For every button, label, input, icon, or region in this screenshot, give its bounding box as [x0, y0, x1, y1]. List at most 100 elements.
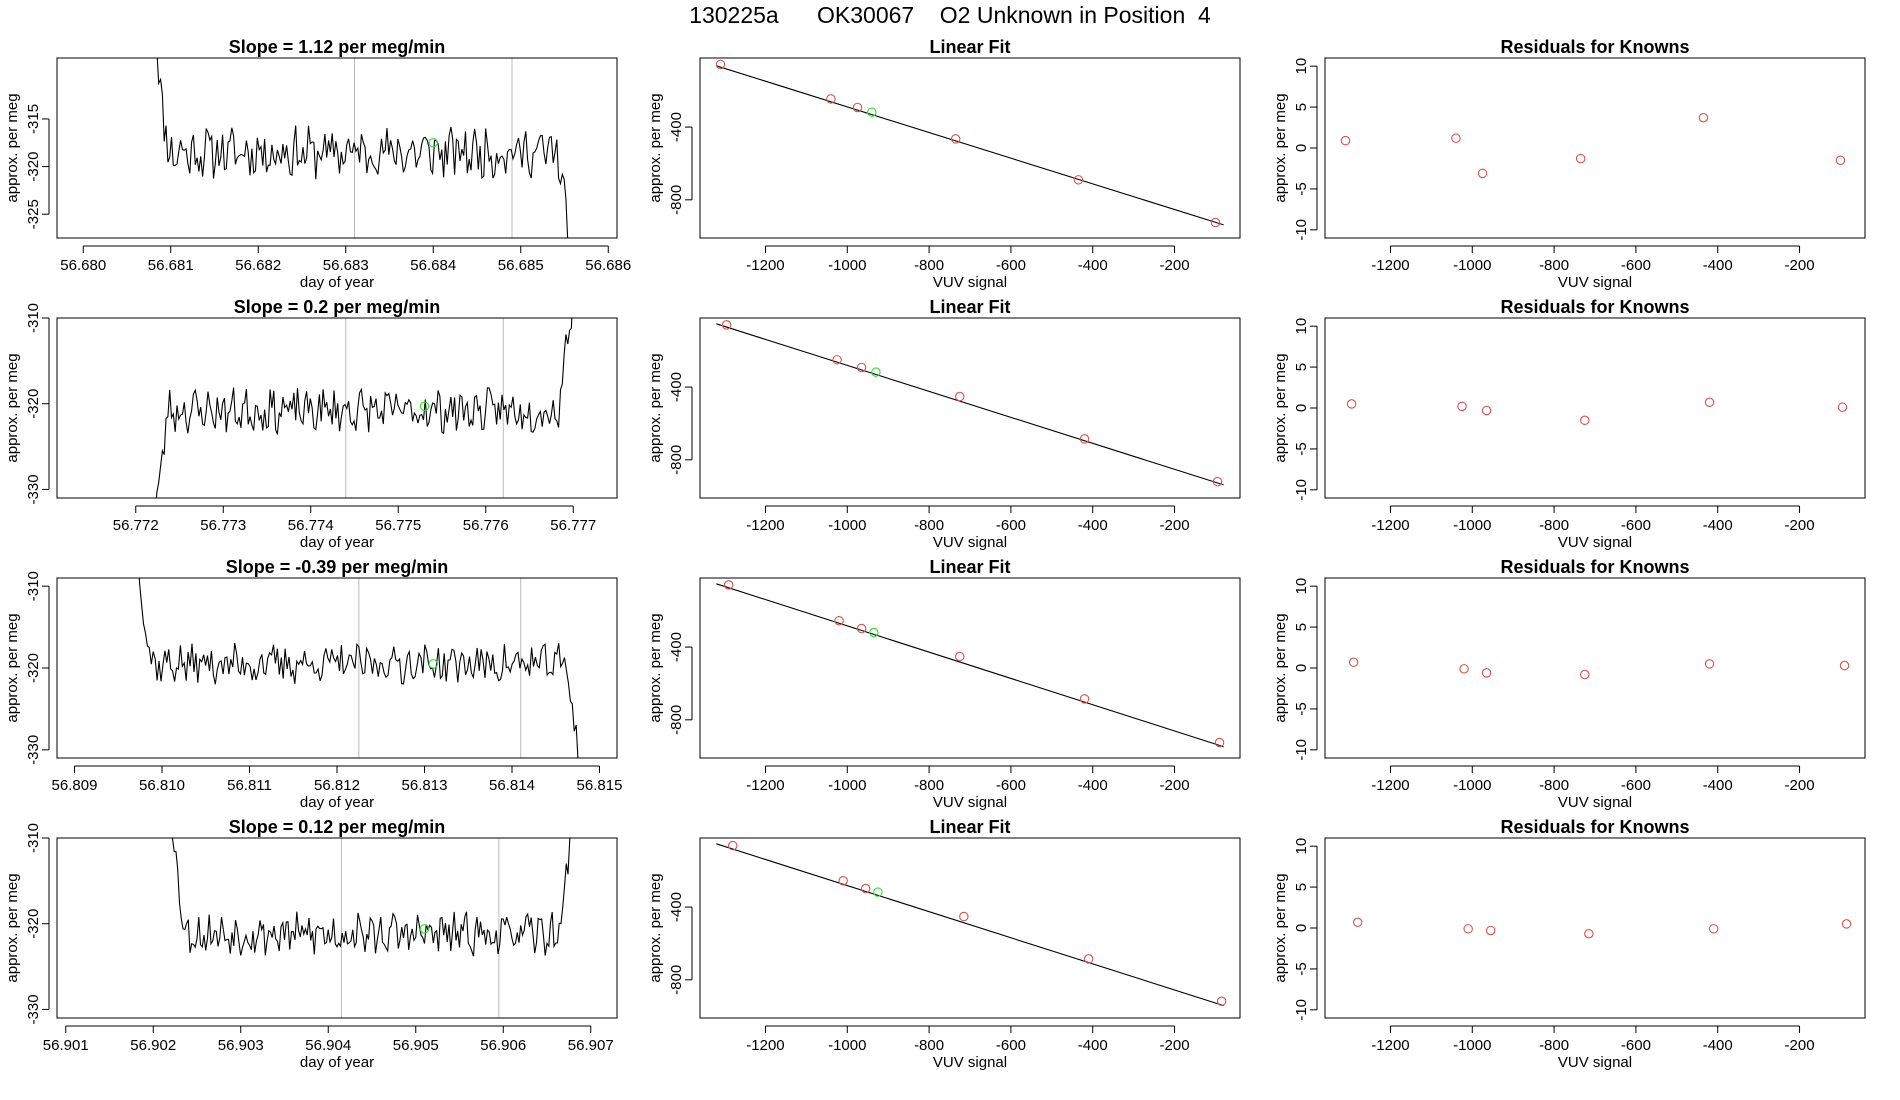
y-tick-label: -315 — [25, 104, 42, 134]
panel-title: Slope = 0.12 per meg/min — [229, 817, 446, 837]
panel-residuals-row-3: Residuals for Knowns -1200 -1000 -800 -600 -4… — [1272, 557, 1866, 811]
x-tick-label: -400 — [1078, 517, 1108, 534]
y-tick-label: -10 — [1293, 739, 1310, 761]
known-standard-point — [826, 94, 836, 104]
x-tick-label: 56.774 — [288, 517, 334, 534]
x-axis-label: VUV signal — [933, 534, 1007, 551]
residual-point — [1704, 659, 1715, 669]
residual-point — [1575, 153, 1586, 164]
timeseries-line — [171, 838, 571, 957]
residual-point — [1346, 399, 1357, 409]
plot-area — [716, 320, 1224, 487]
panel-timeseries-row-1: Slope = 1.12 per meg/min 56.680 56.681 56.6… — [4, 37, 631, 291]
residual-point — [1708, 924, 1719, 934]
x-tick-label: 56.813 — [402, 777, 448, 794]
x-tick-label: -1000 — [828, 257, 866, 274]
plot-area — [138, 578, 579, 758]
residual-point — [1451, 133, 1461, 143]
panel-fit-row-1: Linear Fit -1200 -1000 -800 -600 -400 -200 VUV … — [647, 37, 1241, 291]
x-axis-label: VUV signal — [1558, 274, 1632, 291]
known-standard-point — [1212, 476, 1223, 487]
y-tick-label: -5 — [1293, 702, 1310, 715]
y-tick-label: 0 — [1293, 144, 1310, 152]
known-standard-point — [1210, 217, 1221, 228]
plot-area — [156, 58, 569, 238]
plot-frame — [56, 577, 618, 759]
plot-frame — [699, 577, 1241, 759]
y-axis-label: approx. per meg — [4, 93, 21, 202]
x-tick-label: -400 — [1703, 257, 1733, 274]
x-tick-label: -1200 — [746, 517, 784, 534]
x-axis-label: day of year — [300, 534, 374, 551]
residual-point — [1477, 168, 1488, 179]
x-tick-label: -1000 — [828, 777, 866, 794]
x-tick-label: 56.683 — [323, 257, 369, 274]
x-tick-label: 56.906 — [480, 1037, 526, 1054]
unknown-sample-point — [867, 107, 877, 117]
panel-title: Residuals for Knowns — [1500, 297, 1689, 317]
x-tick-label: 56.907 — [568, 1037, 614, 1054]
y-axis-label: approx. per meg — [4, 613, 21, 722]
x-tick-label: -1200 — [746, 1037, 784, 1054]
x-tick-label: -600 — [996, 1037, 1026, 1054]
x-tick-label: 56.811 — [227, 777, 272, 794]
timeseries-line — [138, 578, 579, 758]
residual-point — [1704, 397, 1715, 408]
x-axis-label: VUV signal — [1558, 794, 1632, 811]
residual-point — [1352, 917, 1363, 928]
plot-frame — [699, 57, 1241, 239]
residual-point — [1837, 402, 1848, 412]
timeseries-line — [155, 318, 573, 498]
x-tick-label: 56.775 — [375, 517, 421, 534]
panel-timeseries-row-2: Slope = 0.2 per meg/min 56.772 56.773 56.77… — [4, 297, 618, 551]
x-axis-label: VUV signal — [933, 1054, 1007, 1071]
x-tick-label: -400 — [1703, 1037, 1733, 1054]
panel-title: Linear Fit — [929, 817, 1010, 837]
x-axis-label: day of year — [300, 794, 374, 811]
plot-area — [716, 580, 1225, 748]
residual-point — [1835, 155, 1846, 166]
x-axis-label: day of year — [300, 274, 374, 291]
y-tick-label: 0 — [1293, 664, 1310, 672]
x-axis-label: day of year — [300, 1054, 374, 1071]
x-tick-label: 56.815 — [577, 777, 623, 794]
x-tick-label: 56.901 — [43, 1037, 89, 1054]
x-tick-label: 56.680 — [60, 257, 106, 274]
plot-area — [171, 838, 571, 1018]
x-tick-label: -600 — [996, 257, 1026, 274]
x-tick-label: 56.814 — [489, 777, 535, 794]
panel-title: Residuals for Knowns — [1500, 817, 1689, 837]
linear-fit-line — [716, 843, 1224, 1007]
x-tick-label: -1000 — [1453, 257, 1491, 274]
unknown-sample-point — [869, 627, 879, 638]
y-axis-label: approx. per meg — [4, 873, 21, 982]
y-axis-label: approx. per meg — [1272, 353, 1289, 462]
residual-point — [1481, 668, 1492, 678]
x-tick-label: 56.685 — [498, 257, 544, 274]
x-tick-label: -200 — [1160, 777, 1190, 794]
linear-fit-line — [716, 583, 1224, 748]
y-tick-label: -320 — [25, 389, 42, 419]
residual-point — [1839, 660, 1850, 671]
unknown-sample-point — [428, 138, 438, 148]
x-tick-label: 56.905 — [393, 1037, 439, 1054]
y-tick-label: -800 — [668, 445, 685, 475]
x-tick-label: -1000 — [828, 517, 866, 534]
known-standard-point — [1079, 434, 1090, 444]
known-standard-point — [1073, 175, 1084, 185]
x-tick-label: -200 — [1785, 517, 1815, 534]
y-tick-label: 10 — [1293, 578, 1310, 595]
panel-residuals-row-4: Residuals for Knowns -1200 -1000 -800 -600 -4… — [1272, 817, 1866, 1071]
unknown-sample-point — [419, 924, 430, 934]
x-tick-label: -800 — [1539, 257, 1569, 274]
y-tick-label: -10 — [1293, 479, 1310, 501]
panel-timeseries-row-3: Slope = -0.39 per meg/min 56.809 56.810 56.… — [4, 557, 623, 811]
x-tick-label: 56.810 — [139, 777, 185, 794]
x-tick-label: -400 — [1078, 257, 1108, 274]
y-tick-label: 5 — [1293, 623, 1310, 631]
y-tick-label: -320 — [25, 152, 42, 182]
panel-title: Residuals for Knowns — [1500, 37, 1689, 57]
known-standard-point — [856, 623, 867, 634]
timeseries-line — [156, 58, 569, 238]
